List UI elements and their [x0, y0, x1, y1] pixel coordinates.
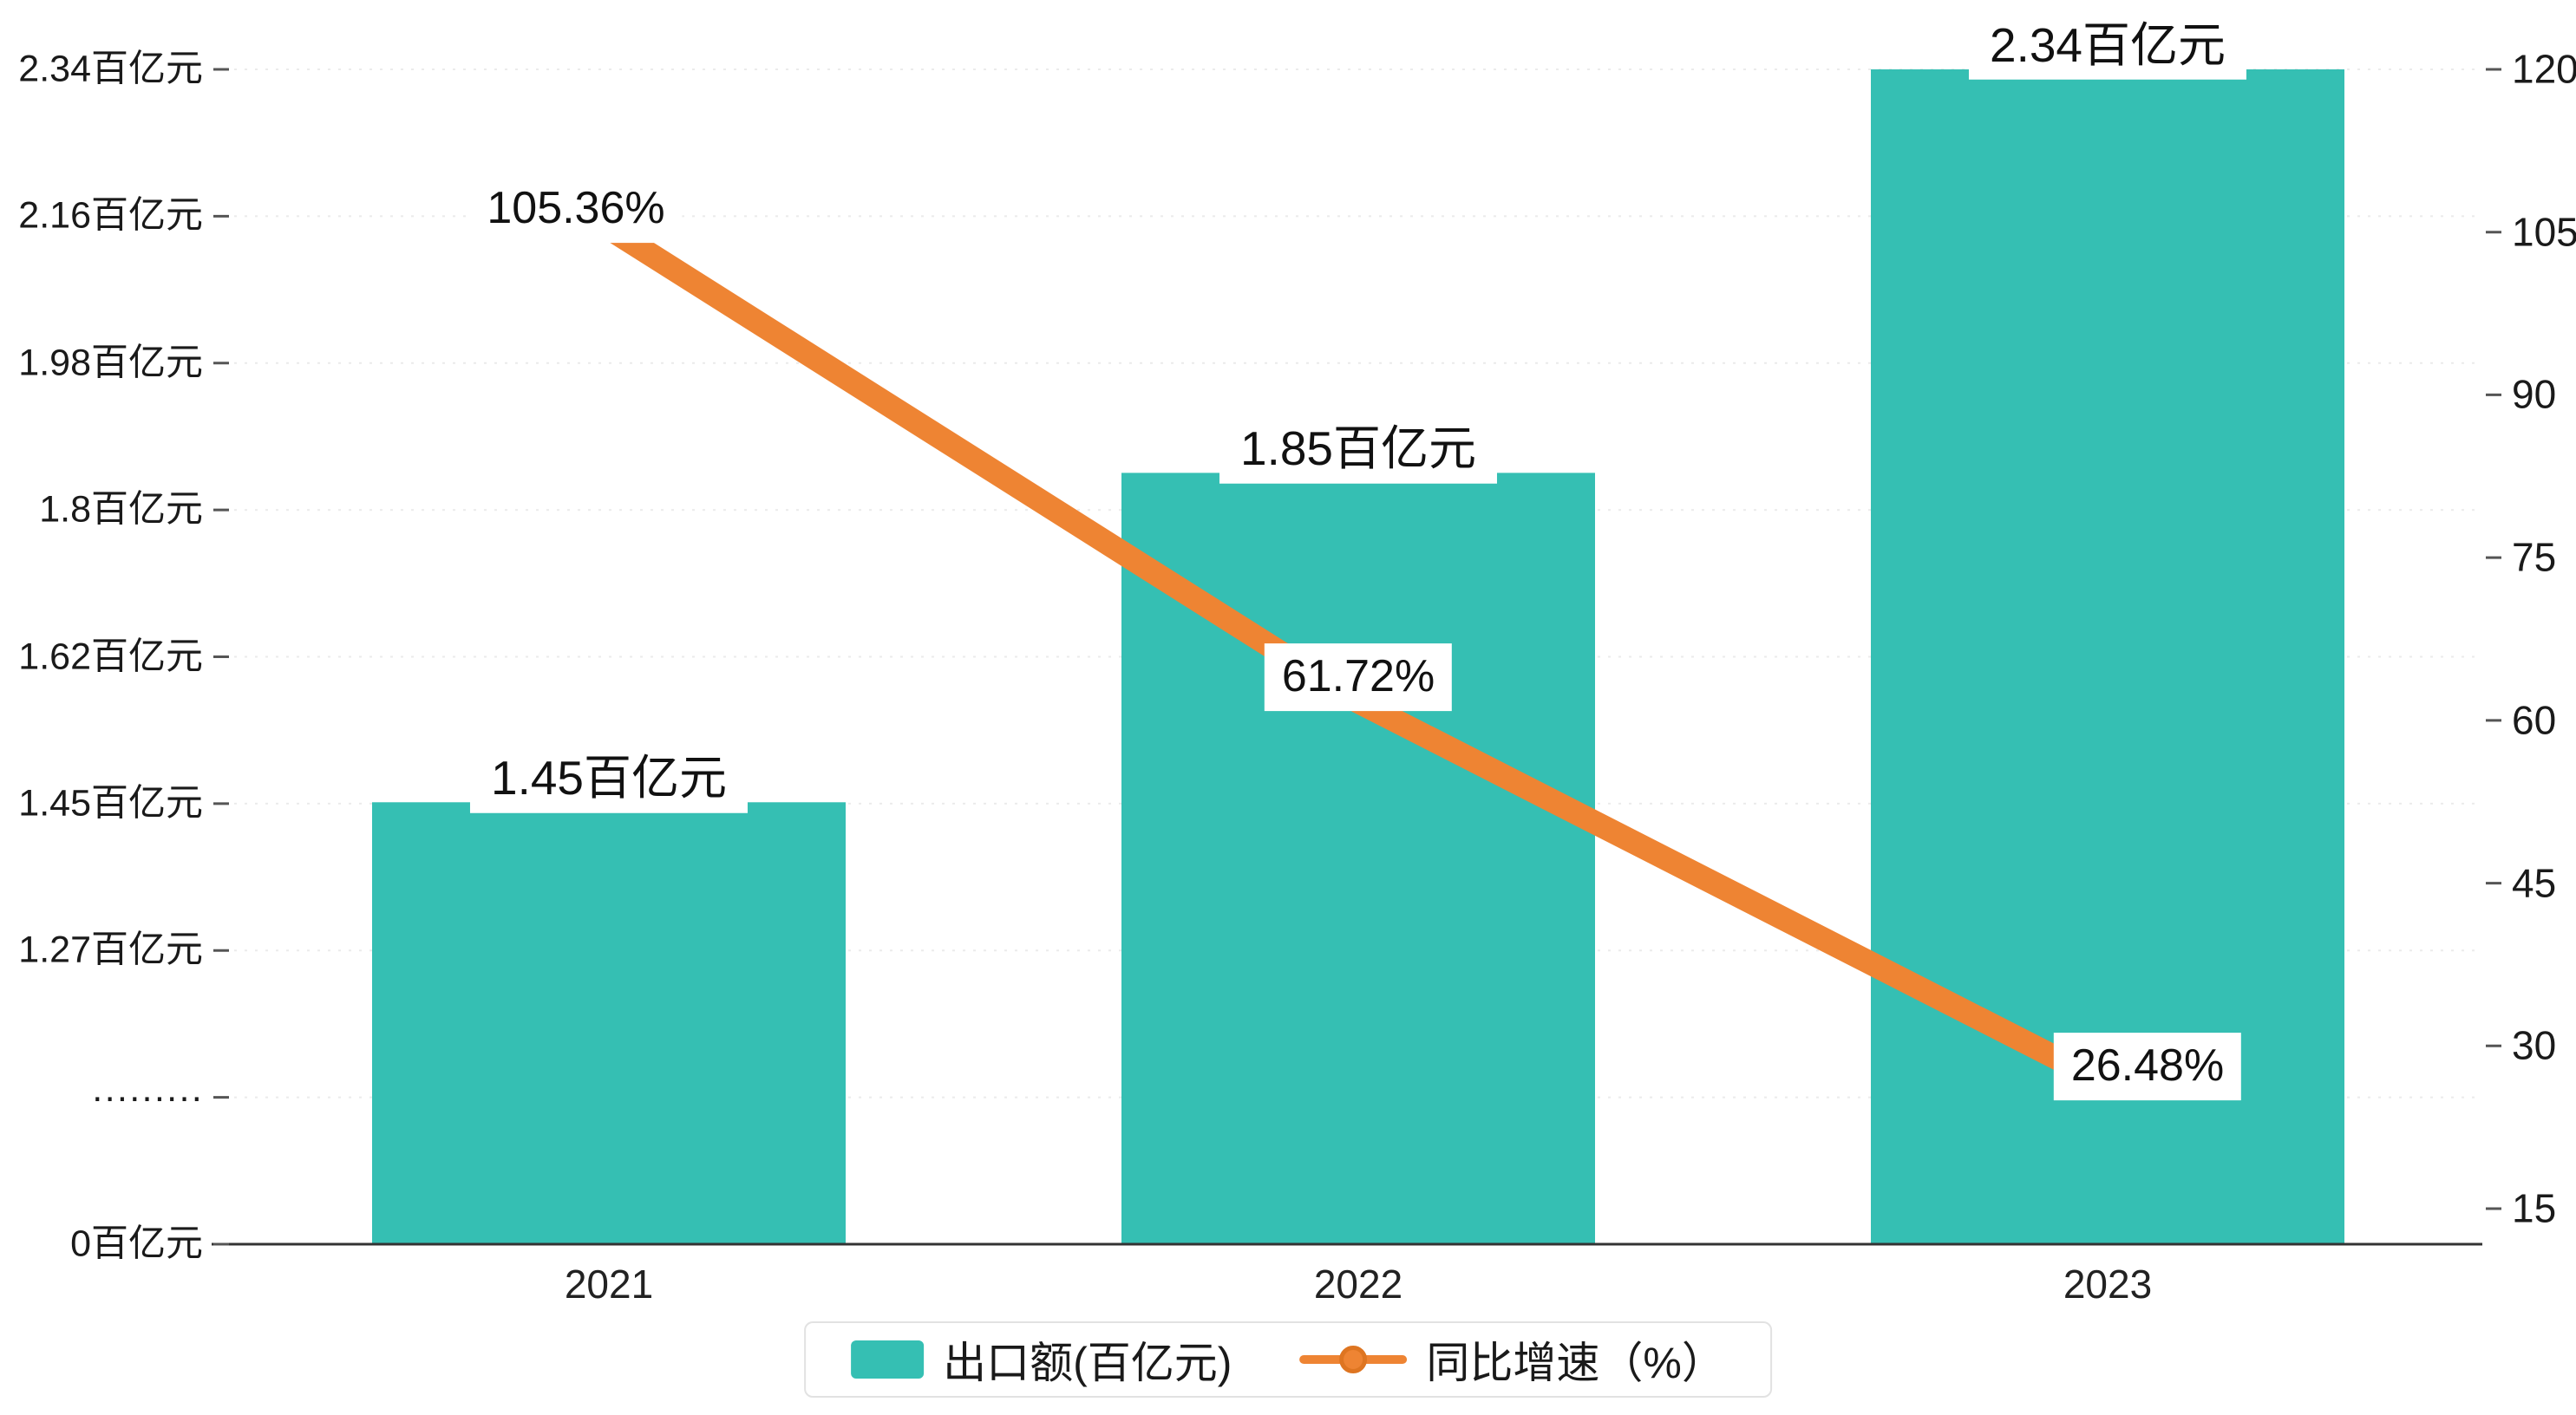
legend-line-dot-icon [1339, 1346, 1368, 1373]
legend-item-growth[interactable]: 同比增速（%） [1299, 1328, 1725, 1391]
legend-line-swatch-icon [1299, 1346, 1408, 1373]
bar-2021[interactable] [372, 802, 846, 1244]
legend-growth-label: 同比增速（%） [1426, 1339, 1725, 1387]
legend-item-export[interactable]: 出口额(百亿元) [851, 1328, 1232, 1391]
legend-bar-swatch-icon [851, 1340, 925, 1379]
bar-2023[interactable] [1871, 69, 2344, 1244]
legend: 出口额(百亿元) 同比增速（%） [804, 1321, 1772, 1398]
legend-bar-label: 出口额(百亿元) [943, 1339, 1232, 1387]
